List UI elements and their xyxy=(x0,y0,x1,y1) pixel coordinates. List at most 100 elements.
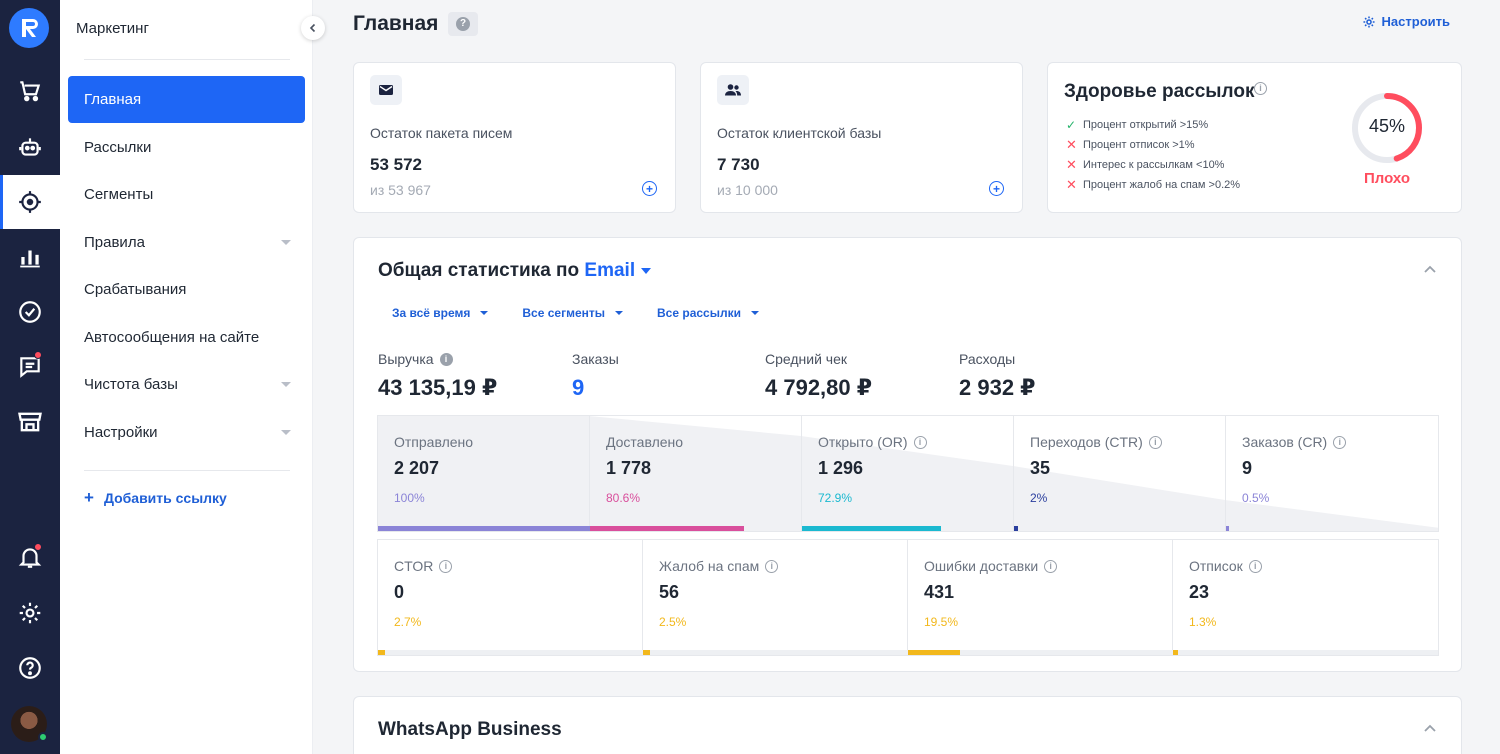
metric-label: Ошибки доставки xyxy=(924,558,1039,574)
sidebar-item-triggers[interactable]: Срабатывания xyxy=(68,266,305,313)
sidebar-title: Маркетинг xyxy=(76,20,149,37)
info-icon[interactable]: i xyxy=(1148,435,1162,449)
setup-button[interactable]: Настроить xyxy=(1362,14,1450,29)
gear-icon[interactable] xyxy=(0,586,60,640)
collapse-section-button[interactable] xyxy=(1423,723,1437,733)
clients-balance-card: Остаток клиентской базы 7 730 из 10 000 … xyxy=(700,62,1023,213)
metric-value: 0 xyxy=(394,582,405,602)
kpi-value[interactable]: 9 xyxy=(572,375,585,400)
stats-filters: За всё время Все сегменты Все рассылки xyxy=(392,306,793,320)
collapse-section-button[interactable] xyxy=(1423,264,1437,274)
add-link-label: Добавить ссылку xyxy=(103,490,227,506)
metric-progress-track xyxy=(378,650,643,655)
stats-title-text: Общая статистика по xyxy=(378,260,580,281)
stage-percent: 80.6% xyxy=(606,491,641,505)
help-icon[interactable] xyxy=(0,641,60,695)
bot-icon[interactable] xyxy=(0,120,60,174)
store-icon[interactable] xyxy=(0,395,60,449)
sidebar-item-automessages[interactable]: Автосообщения на сайте xyxy=(68,314,305,361)
whatsapp-section: WhatsApp Business xyxy=(353,696,1462,754)
sidebar-item-rules[interactable]: Правила xyxy=(68,219,305,266)
stage-value: 2 207 xyxy=(394,458,440,478)
sidebar-item-mailings[interactable]: Рассылки xyxy=(68,124,305,171)
chevron-down-icon xyxy=(281,382,291,387)
cart-icon[interactable] xyxy=(0,64,60,118)
divider xyxy=(84,470,290,471)
notification-dot xyxy=(34,351,42,359)
collapse-sidebar-button[interactable] xyxy=(301,16,325,40)
chart-icon[interactable] xyxy=(0,230,60,284)
stage-value: 1 296 xyxy=(818,458,864,478)
secondary-metrics: CTOR i 0 2.7% Жалоб на спам i 56 2.5% Ошиб… xyxy=(377,539,1439,656)
health-criteria-list: ✓ Процент открытий >15% ✕ Процент отписок … xyxy=(1066,115,1240,195)
metric-ctor: CTOR i 0 2.7% xyxy=(378,540,643,655)
stage-value: 35 xyxy=(1030,458,1051,478)
chevron-down-icon xyxy=(281,430,291,435)
info-icon[interactable]: i xyxy=(1333,435,1347,449)
stage-percent: 2% xyxy=(1030,491,1048,505)
sidebar-item-label: Чистота базы xyxy=(84,376,178,393)
kpi-label: Расходы xyxy=(959,351,1016,367)
info-icon[interactable]: i xyxy=(1254,82,1267,95)
kpi-value: 2 932 ₽ xyxy=(959,375,1036,400)
sidebar-item-segments[interactable]: Сегменты xyxy=(68,171,305,218)
target-icon[interactable] xyxy=(0,175,60,229)
sidebar-item-settings[interactable]: Настройки xyxy=(68,409,305,456)
channel-select[interactable]: Email xyxy=(584,260,652,281)
add-link-button[interactable]: + Добавить ссылку xyxy=(84,488,227,508)
mailing-health-card: Здоровье рассылок i ✓ Процент открытий >1… xyxy=(1047,62,1462,213)
add-letters-button[interactable]: + xyxy=(642,181,657,196)
kpi-value: 4 792,80 ₽ xyxy=(765,375,873,400)
secondary-sidebar: Маркетинг Главная Рассылки Сегменты Прав… xyxy=(60,0,313,754)
filter-label: За всё время xyxy=(392,306,471,320)
info-icon[interactable]: i xyxy=(439,352,453,366)
metric-progress-track xyxy=(1173,650,1438,655)
sidebar-item-base-cleanliness[interactable]: Чистота базы xyxy=(68,361,305,408)
metric-value: 23 xyxy=(1189,582,1210,602)
metric-percent: 19.5% xyxy=(924,615,959,629)
users-icon xyxy=(717,75,749,105)
info-icon[interactable]: i xyxy=(1248,559,1262,573)
stage-progress-bar xyxy=(1014,526,1018,531)
cross-icon: ✕ xyxy=(1066,137,1077,152)
segment-filter[interactable]: Все сегменты xyxy=(522,306,624,320)
mailing-filter[interactable]: Все рассылки xyxy=(657,306,759,320)
check-circle-icon[interactable] xyxy=(0,285,60,339)
info-icon[interactable]: i xyxy=(1044,559,1058,573)
app-logo-icon[interactable] xyxy=(9,8,49,48)
stage-value: 1 778 xyxy=(606,458,652,478)
metric-delivery-errors: Ошибки доставки i 431 19.5% xyxy=(908,540,1173,655)
filter-label: Все сегменты xyxy=(522,306,606,320)
sidebar-item-label: Настройки xyxy=(84,424,158,441)
sidebar-item-home[interactable]: Главная xyxy=(68,76,305,123)
metric-percent: 2.5% xyxy=(659,615,687,629)
chat-icon[interactable] xyxy=(0,340,60,394)
help-badge[interactable]: ? xyxy=(448,12,478,36)
period-filter[interactable]: За всё время xyxy=(392,306,489,320)
criterion-text: Процент жалоб на спам >0.2% xyxy=(1083,179,1241,191)
add-clients-button[interactable]: + xyxy=(989,181,1004,196)
info-icon[interactable]: i xyxy=(913,435,927,449)
funnel-stage-orders: Заказов (CR) i 9 0.5% xyxy=(1226,416,1438,531)
chevron-down-icon xyxy=(750,311,759,315)
kpi-value: 43 135,19 ₽ xyxy=(378,375,498,400)
clients-balance-value: 7 730 xyxy=(717,155,760,174)
stage-label: Заказов (CR) xyxy=(1242,434,1328,450)
bell-icon[interactable] xyxy=(0,530,60,584)
page-title: Главная xyxy=(353,12,439,35)
info-icon[interactable]: i xyxy=(765,559,779,573)
metric-unsubscribes: Отписок i 23 1.3% xyxy=(1173,540,1438,655)
email-funnel: Отправлено 2 207 100% Доставлено 1 778 8… xyxy=(377,415,1439,532)
sidebar-item-label: Правила xyxy=(84,234,145,251)
email-stats-card: Общая статистика по Email За всё время В… xyxy=(353,237,1462,672)
info-icon[interactable]: i xyxy=(439,559,453,573)
metric-value: 431 xyxy=(924,582,955,602)
gear-icon xyxy=(1363,15,1375,28)
metric-label: CTOR xyxy=(394,558,434,574)
stage-percent: 72.9% xyxy=(818,491,853,505)
metric-progress-bar xyxy=(643,650,650,655)
sidebar-item-label: Сегменты xyxy=(84,186,154,203)
criterion-text: Процент отписок >1% xyxy=(1083,139,1195,151)
letters-balance-value: 53 572 xyxy=(370,155,422,174)
avatar[interactable] xyxy=(11,706,48,742)
